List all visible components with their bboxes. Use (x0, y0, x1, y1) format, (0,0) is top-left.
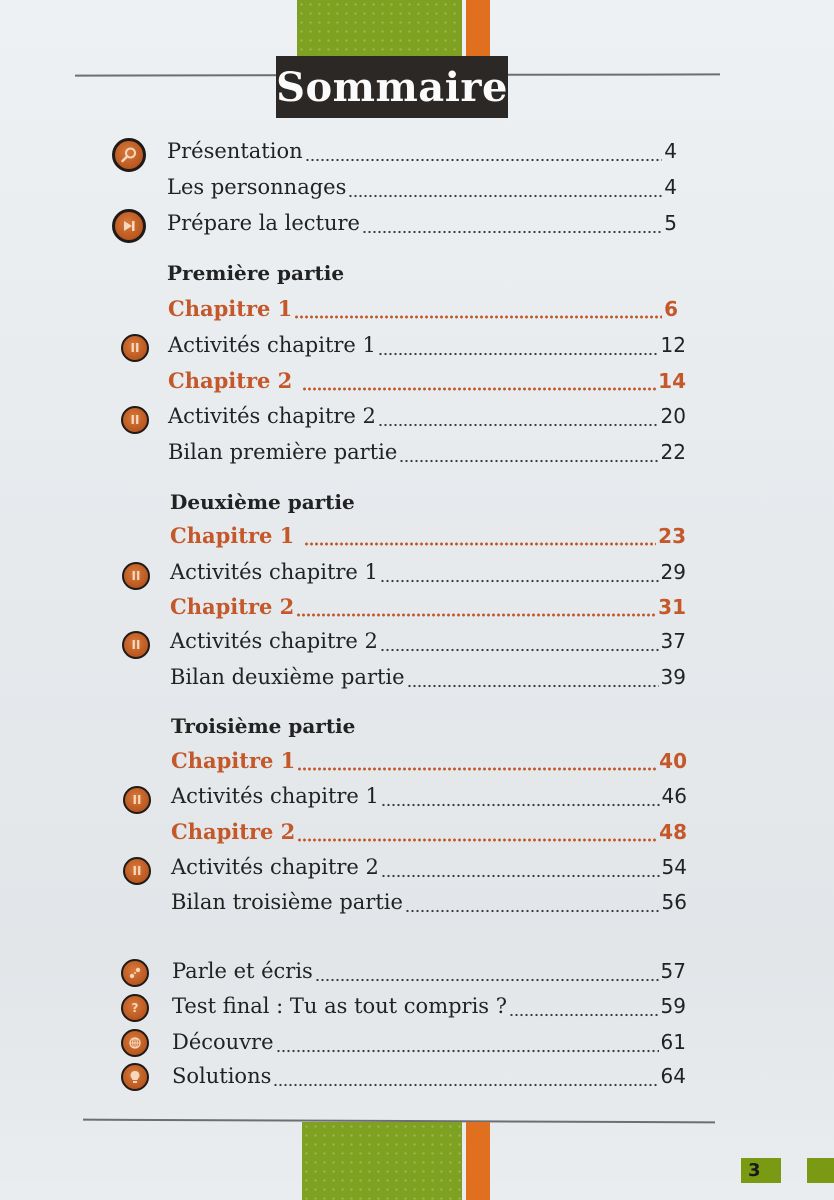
toc-entry-parle-ecris[interactable]: Parle et écris 57 (172, 959, 686, 983)
magnifier-icon (112, 138, 146, 172)
toc-entry-activity[interactable]: Activités chapitre 2 37 (170, 629, 686, 653)
page-title: Sommaire (276, 63, 508, 111)
part-heading: Première partie (167, 261, 345, 285)
toc-entry-prepare-lecture[interactable]: Prépare la lecture 5 (167, 211, 677, 235)
pause-icon: II (123, 786, 151, 814)
toc-entry-bilan[interactable]: Bilan troisième partie 56 (171, 890, 687, 914)
lightbulb-icon (121, 1063, 149, 1091)
pause-icon: II (121, 406, 149, 434)
pause-icon: II (123, 857, 151, 885)
toc-entry-solutions[interactable]: Solutions 64 (172, 1064, 686, 1088)
toc-entry-chapter[interactable]: Chapitre 2 48 (171, 819, 687, 844)
toc-entry-activity[interactable]: Activités chapitre 2 54 (171, 855, 687, 879)
toc-entry-chapter[interactable]: Chapitre 2 14 (168, 368, 686, 393)
toc-entry-activity[interactable]: Activités chapitre 2 20 (168, 404, 686, 428)
top-orange-band (466, 0, 490, 60)
toc-entry-chapter[interactable]: Chapitre 1 23 (170, 523, 686, 548)
bottom-green-band (302, 1122, 462, 1200)
toc-entry-bilan[interactable]: Bilan deuxième partie 39 (170, 665, 686, 689)
globe-icon (121, 1029, 149, 1057)
toc-entry-chapter[interactable]: Chapitre 1 40 (171, 748, 687, 773)
page-tab-decoration (807, 1158, 834, 1183)
pause-icon: II (122, 631, 150, 659)
title-banner: Sommaire (276, 56, 508, 118)
pause-icon: II (121, 334, 149, 362)
toc-entry-activity[interactable]: Activités chapitre 1 46 (171, 784, 687, 808)
toc-entry-test-final[interactable]: Test final : Tu as tout compris ? 59 (172, 994, 686, 1018)
question-icon: ? (121, 994, 149, 1022)
speech-icon (121, 959, 149, 987)
part-heading: Deuxième partie (170, 490, 355, 514)
page-number: 3 (741, 1158, 781, 1183)
skip-forward-icon (112, 209, 146, 243)
pause-icon: II (122, 562, 150, 590)
toc-entry-chapter[interactable]: Chapitre 2 31 (170, 594, 686, 619)
toc-entry-activity[interactable]: Activités chapitre 1 12 (168, 333, 686, 357)
toc-entry-bilan[interactable]: Bilan première partie 22 (168, 440, 686, 464)
top-green-band (297, 0, 462, 60)
toc-entry-decouvre[interactable]: Découvre 61 (172, 1030, 686, 1054)
toc-entry-presentation[interactable]: Présentation 4 (167, 139, 677, 163)
part-heading: Troisième partie (171, 714, 356, 738)
bottom-orange-band (466, 1122, 490, 1200)
toc-entry-personnages[interactable]: Les personnages 4 (167, 175, 677, 199)
toc-entry-activity[interactable]: Activités chapitre 1 29 (170, 560, 686, 584)
